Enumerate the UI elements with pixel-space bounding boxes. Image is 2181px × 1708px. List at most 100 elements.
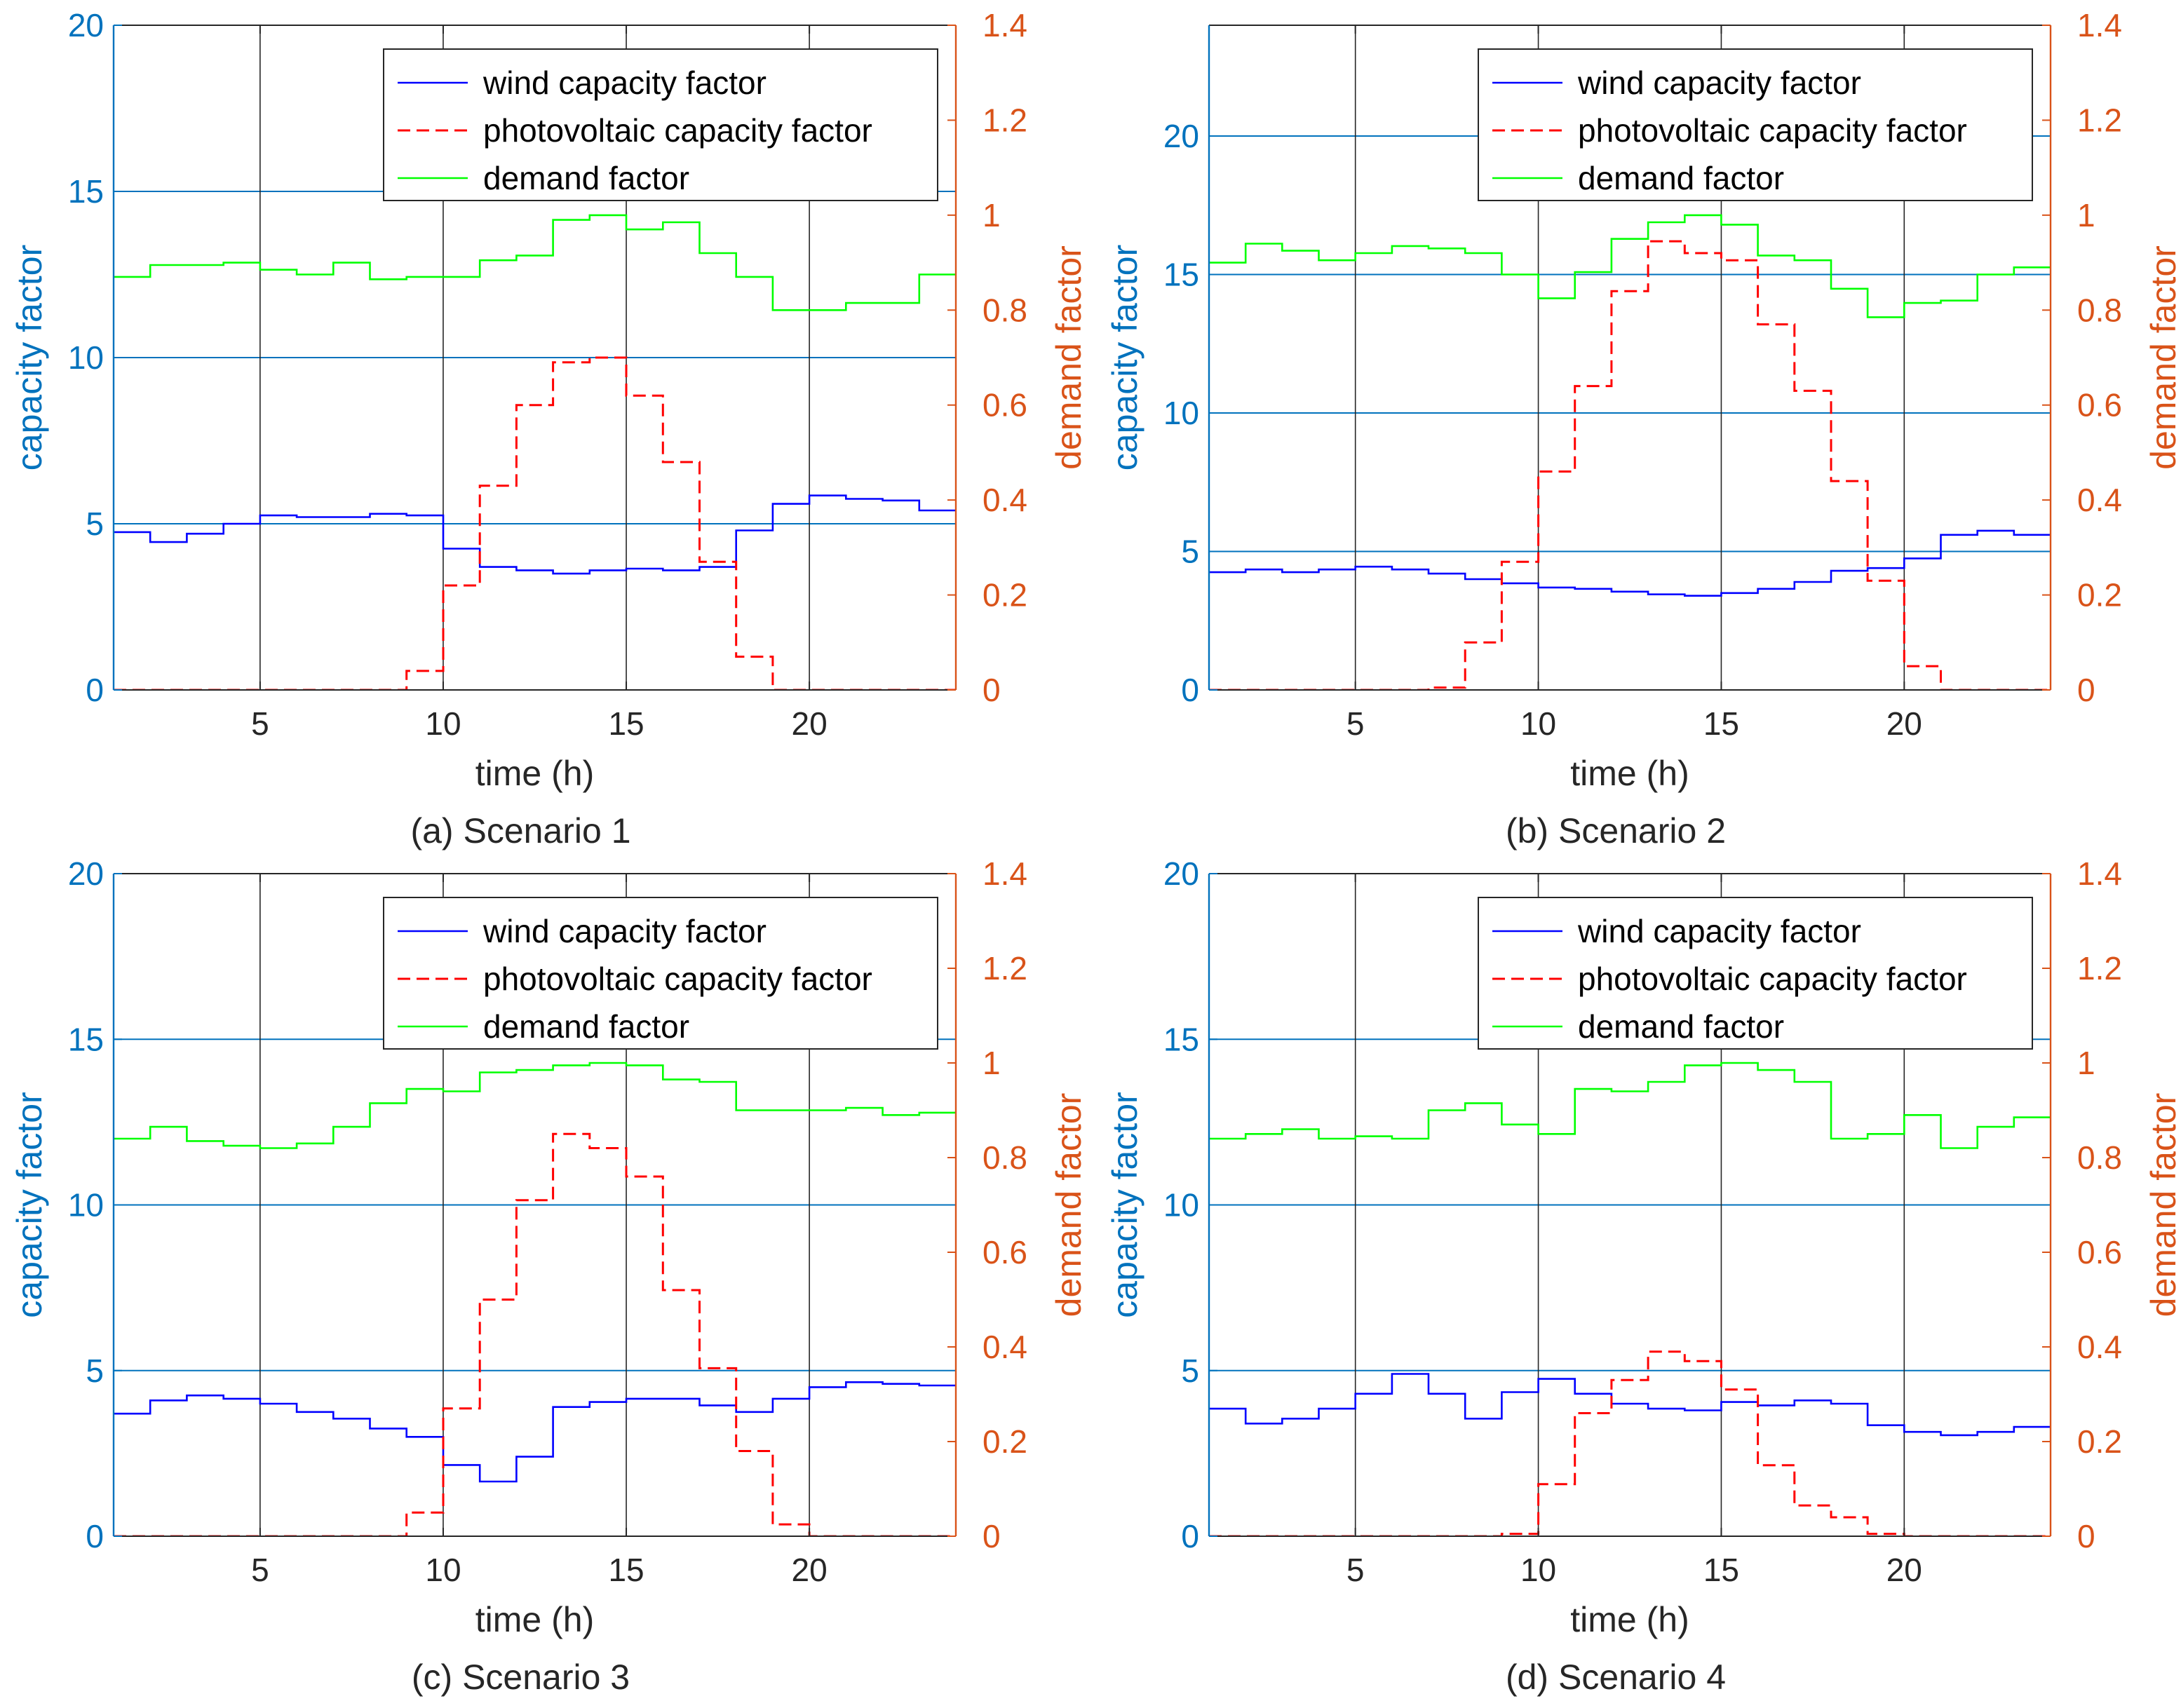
legend: wind capacity factor photovoltaic capacit… — [383, 897, 938, 1050]
y-right-tick-label: 0.4 — [983, 482, 1027, 518]
y-right-tick-label: 1.2 — [983, 950, 1027, 987]
y-right-tick-label: 0.2 — [2077, 1423, 2122, 1460]
y-right-tick-label: 0.6 — [2077, 1234, 2122, 1270]
x-tick-label: 5 — [1346, 705, 1365, 742]
y-right-tick-label: 0.6 — [2077, 387, 2122, 423]
y-right-tick-label: 1 — [2077, 1045, 2095, 1081]
y-left-tick-label: 20 — [1163, 855, 1199, 892]
y-left-axis-label: capacity factor — [1105, 245, 1144, 470]
y-right-tick-label: 1 — [983, 1045, 1001, 1081]
panel-caption: (a) Scenario 1 — [410, 811, 630, 850]
y-right-tick-label: 0.8 — [983, 1139, 1027, 1176]
y-left-tick-label: 15 — [1163, 257, 1199, 293]
legend-box — [1478, 48, 2033, 201]
series-line-1 — [1209, 529, 2051, 597]
y-right-tick-label: 1.4 — [2077, 7, 2122, 43]
series-line-2 — [1209, 240, 2051, 690]
y-right-tick-label: 0.8 — [2077, 292, 2122, 328]
panel-caption: (d) Scenario 4 — [1506, 1658, 1726, 1697]
y-right-tick-label: 0.4 — [2077, 482, 2122, 518]
y-right-tick-label: 0.6 — [983, 387, 1027, 423]
chart-panel-1: 5 10 15 20 0 5 10 15 20 0 0.2 0.4 0.6 0.8 1 1.2 1.4 time … — [10, 7, 1088, 850]
y-left-tick-label: 5 — [86, 1353, 104, 1389]
y-left-tick-label: 5 — [86, 506, 104, 542]
x-tick-label: 10 — [425, 705, 461, 742]
y-right-tick-label: 0.2 — [983, 1423, 1027, 1460]
y-right-tick-label: 1.2 — [983, 102, 1027, 138]
y-right-tick-label: 0.4 — [2077, 1329, 2122, 1365]
x-axis-label: time (h) — [475, 1600, 594, 1639]
y-left-tick-label: 0 — [1181, 1518, 1199, 1554]
y-left-tick-label: 20 — [68, 7, 104, 43]
y-right-tick-label: 0.8 — [983, 292, 1027, 328]
y-right-tick-label: 0 — [983, 672, 1001, 708]
y-right-tick-label: 0 — [2077, 672, 2095, 708]
y-left-tick-label: 0 — [86, 1518, 104, 1554]
x-tick-label: 15 — [608, 1552, 644, 1588]
y-right-axis-label: demand factor — [2144, 1093, 2181, 1317]
legend: wind capacity factor photovoltaic capacit… — [1478, 48, 2033, 201]
y-right-tick-label: 1.4 — [983, 7, 1027, 43]
x-axis-label: time (h) — [475, 754, 594, 793]
y-right-axis-label: demand factor — [1049, 245, 1088, 470]
x-tick-label: 20 — [1886, 705, 1922, 742]
x-tick-label: 5 — [251, 1552, 269, 1588]
y-right-axis-label: demand factor — [1049, 1093, 1088, 1317]
series-line-3 — [114, 1062, 956, 1149]
series-line-1 — [114, 494, 956, 575]
legend-label-3: demand factor — [1578, 1008, 1784, 1045]
y-right-tick-label: 0.2 — [2077, 577, 2122, 614]
x-tick-label: 10 — [1520, 1552, 1556, 1588]
y-left-axis-label: capacity factor — [1105, 1092, 1144, 1317]
panel-caption: (c) Scenario 3 — [412, 1658, 630, 1697]
y-right-tick-label: 0.2 — [983, 577, 1027, 614]
legend-label-2: photovoltaic capacity factor — [1578, 961, 1967, 997]
y-right-tick-label: 0 — [983, 1518, 1001, 1554]
series-line-2 — [114, 1132, 956, 1536]
series-line-2 — [1209, 1350, 2051, 1536]
panel-caption: (b) Scenario 2 — [1506, 811, 1726, 850]
legend-label-2: photovoltaic capacity factor — [483, 112, 872, 149]
legend-label-3: demand factor — [483, 1008, 689, 1045]
x-tick-label: 5 — [1346, 1552, 1365, 1588]
series-line-2 — [114, 356, 956, 690]
x-axis-label: time (h) — [1570, 1600, 1689, 1639]
x-tick-label: 15 — [608, 705, 644, 742]
y-left-tick-label: 15 — [1163, 1021, 1199, 1057]
y-left-tick-label: 0 — [1181, 672, 1199, 708]
y-right-axis-label: demand factor — [2144, 245, 2181, 470]
y-left-tick-label: 10 — [68, 339, 104, 376]
legend-box — [383, 48, 938, 201]
series-line-3 — [1209, 214, 2051, 318]
y-right-tick-label: 1.2 — [2077, 950, 2122, 987]
x-tick-label: 15 — [1703, 1552, 1739, 1588]
legend-label-3: demand factor — [483, 160, 689, 196]
x-tick-label: 20 — [1886, 1552, 1922, 1588]
x-tick-label: 10 — [1520, 705, 1556, 742]
y-left-tick-label: 5 — [1181, 534, 1199, 570]
y-left-axis-label: capacity factor — [10, 1092, 49, 1317]
y-left-tick-label: 20 — [68, 855, 104, 892]
y-right-tick-label: 1.4 — [2077, 855, 2122, 892]
y-left-tick-label: 15 — [68, 1021, 104, 1057]
y-right-tick-label: 1 — [2077, 197, 2095, 233]
chart-panel-4: 5 10 15 20 0 5 10 15 20 0 0.2 0.4 0.6 0.8 1 1.2 1.4 time … — [1105, 855, 2181, 1697]
series-line-3 — [1209, 1062, 2051, 1149]
y-right-tick-label: 0.6 — [983, 1234, 1027, 1270]
legend-box — [1478, 897, 2033, 1050]
legend: wind capacity factor photovoltaic capacit… — [1478, 897, 2033, 1050]
y-right-tick-label: 0.4 — [983, 1329, 1027, 1365]
legend-label-1: wind capacity factor — [482, 65, 767, 101]
y-left-tick-label: 10 — [1163, 1187, 1199, 1224]
series-line-1 — [114, 1381, 956, 1483]
y-right-tick-label: 1 — [983, 197, 1001, 233]
y-left-tick-label: 20 — [1163, 118, 1199, 154]
x-axis-label: time (h) — [1570, 754, 1689, 793]
x-tick-label: 5 — [251, 705, 269, 742]
legend-label-1: wind capacity factor — [482, 913, 767, 949]
legend-label-1: wind capacity factor — [1577, 913, 1861, 949]
series-line-3 — [114, 214, 956, 311]
x-tick-label: 20 — [792, 705, 828, 742]
legend-label-2: photovoltaic capacity factor — [1578, 112, 1967, 149]
chart-panel-3: 5 10 15 20 0 5 10 15 20 0 0.2 0.4 0.6 0.8 1 1.2 1.4 time … — [10, 855, 1088, 1697]
